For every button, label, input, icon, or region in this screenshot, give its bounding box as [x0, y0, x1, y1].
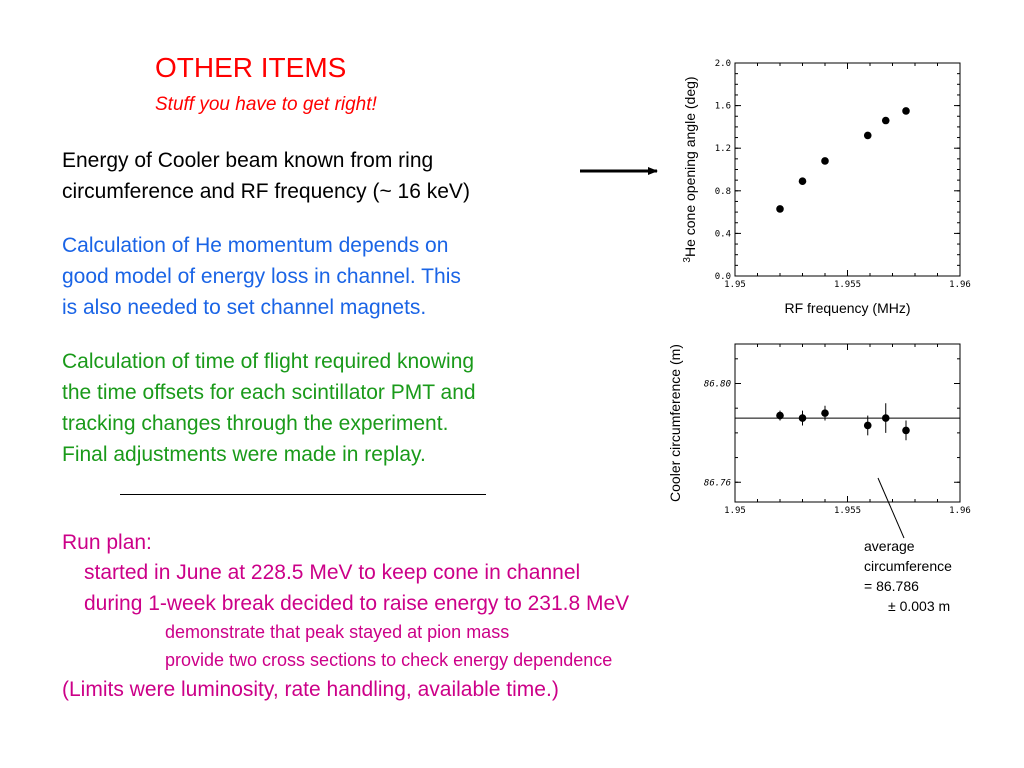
data-point — [798, 414, 807, 422]
run-plan-subitem: demonstrate that peak stayed at pion mas… — [165, 622, 510, 642]
data-point — [902, 107, 910, 115]
run-plan-heading: Run plan: — [62, 531, 152, 554]
run-plan-subitem: provide two cross sections to check ener… — [165, 650, 613, 670]
data-point — [798, 177, 807, 186]
data-point — [821, 409, 829, 417]
y-axis-label-text: He cone opening angle (deg) — [682, 76, 698, 257]
data-point — [881, 116, 890, 125]
annotation-pointer-line — [877, 477, 905, 539]
text-line: Final adjustments were made in replay. — [62, 443, 426, 466]
run-plan-note: (Limits were luminosity, rate handling, … — [62, 678, 559, 701]
y-tick-label: 1.2 — [715, 144, 731, 154]
cone-angle-chart: 1.95 1.955 1.96 0.0 0.4 0.8 1.2 1.6 2.0 RF freque… — [682, 59, 971, 316]
text-line: is also needed to set channel magnets. — [62, 296, 427, 319]
paragraph-beam-energy: Energy of Cooler beam known from ring ci… — [62, 145, 470, 207]
data-point — [776, 411, 784, 420]
y-tick-label: 86.76 — [704, 478, 731, 488]
data-point — [863, 421, 872, 430]
slide-subtitle: Stuff you have to get right! — [155, 94, 377, 115]
text-line: Calculation of He momentum depends on — [62, 234, 449, 257]
y-tick-label: 2.0 — [715, 59, 731, 69]
x-axis-label: RF frequency (MHz) — [784, 300, 910, 316]
text-line: circumference and RF frequency (~ 16 keV… — [62, 180, 470, 203]
paragraph-time-of-flight: Calculation of time of flight required k… — [62, 346, 476, 470]
plot-frame — [734, 343, 961, 503]
text-line: good model of energy loss in channel. Th… — [62, 265, 461, 288]
y-tick-label: 0.8 — [715, 187, 731, 197]
y-tick-label: 0.4 — [715, 229, 731, 239]
x-tick-label: 1.96 — [949, 506, 971, 516]
x-tick-label: 1.95 — [724, 506, 746, 516]
annotation-line: circumference — [864, 558, 952, 574]
y-tick-label: 1.6 — [715, 102, 731, 112]
data-point — [902, 426, 910, 435]
annotation-line: average — [864, 538, 915, 554]
y-tick-label: 0.0 — [715, 272, 731, 282]
data-point — [881, 414, 890, 422]
average-annotation: average circumference = 86.786 ± 0.003 m — [864, 536, 952, 616]
x-tick-label: 1.96 — [949, 280, 971, 290]
x-tick-label: 1.95 — [724, 280, 746, 290]
annotation-line: ± 0.003 m — [888, 598, 951, 614]
x-tick-label: 1.955 — [834, 506, 861, 516]
text-line: Energy of Cooler beam known from ring — [62, 149, 434, 172]
y-axis-label: 3He cone opening angle (deg) — [682, 76, 699, 262]
slide-title: OTHER ITEMS — [155, 52, 347, 83]
circumference-chart: 1.95 1.955 1.96 86.76 86.80 Cooler circumfere… — [667, 343, 971, 516]
x-tick-label: 1.955 — [834, 280, 861, 290]
y-axis-label-superscript: 3 — [682, 257, 693, 263]
text-line: tracking changes through the experiment. — [62, 412, 449, 435]
divider-line — [120, 494, 486, 495]
plot-frame — [734, 62, 961, 277]
data-point — [776, 205, 784, 213]
run-plan-item: started in June at 228.5 MeV to keep con… — [84, 561, 581, 584]
y-tick-label: 86.80 — [704, 380, 731, 390]
annotation-line: = 86.786 — [864, 578, 919, 594]
y-axis-label: Cooler circumference (m) — [667, 344, 683, 502]
text-line: the time offsets for each scintillator P… — [62, 381, 476, 404]
run-plan-item: during 1-week break decided to raise ene… — [84, 592, 630, 615]
paragraph-he-momentum: Calculation of He momentum depends on go… — [62, 230, 461, 323]
data-point — [863, 131, 872, 140]
y-axis-label-text: Cooler circumference (m) — [667, 344, 683, 502]
data-point — [821, 157, 829, 165]
text-line: Calculation of time of flight required k… — [62, 350, 475, 373]
